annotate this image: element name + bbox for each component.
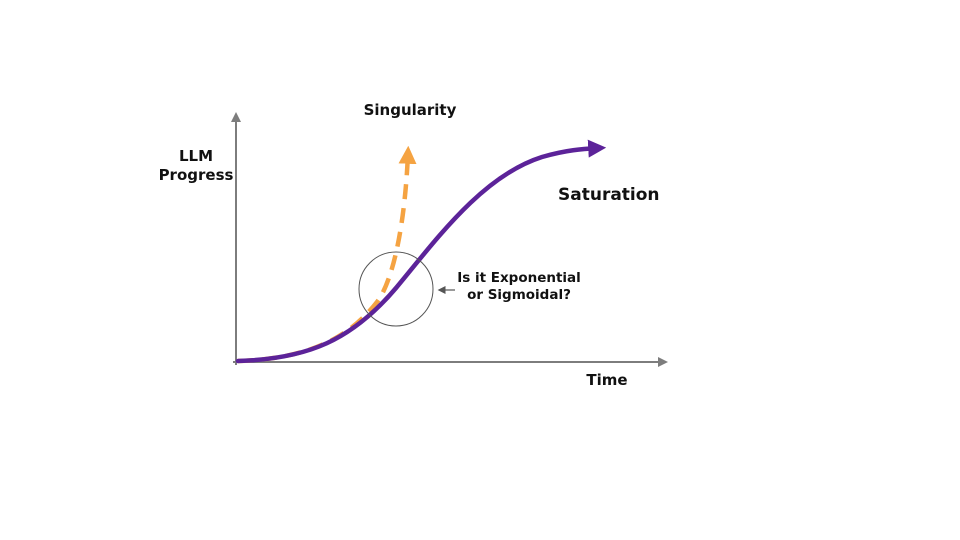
- divergence-circle: [358, 251, 434, 327]
- x-axis-label: Time: [586, 371, 628, 389]
- sigmoid-curve: [235, 139, 607, 364]
- y-axis-label-line1: LLM: [178, 147, 214, 165]
- y-axis-label: LLM Progress: [146, 147, 246, 185]
- annotation-text-line1: Is it Exponential: [457, 270, 581, 286]
- annotation-text-line2: or Sigmoidal?: [467, 287, 571, 303]
- exponential-curve: [237, 145, 417, 364]
- saturation-label: Saturation: [558, 185, 660, 205]
- y-axis-label-line2: Progress: [158, 166, 234, 184]
- singularity-label: Singularity: [363, 101, 457, 119]
- annotation-text: Is it Exponential or Sigmoidal?: [452, 270, 586, 304]
